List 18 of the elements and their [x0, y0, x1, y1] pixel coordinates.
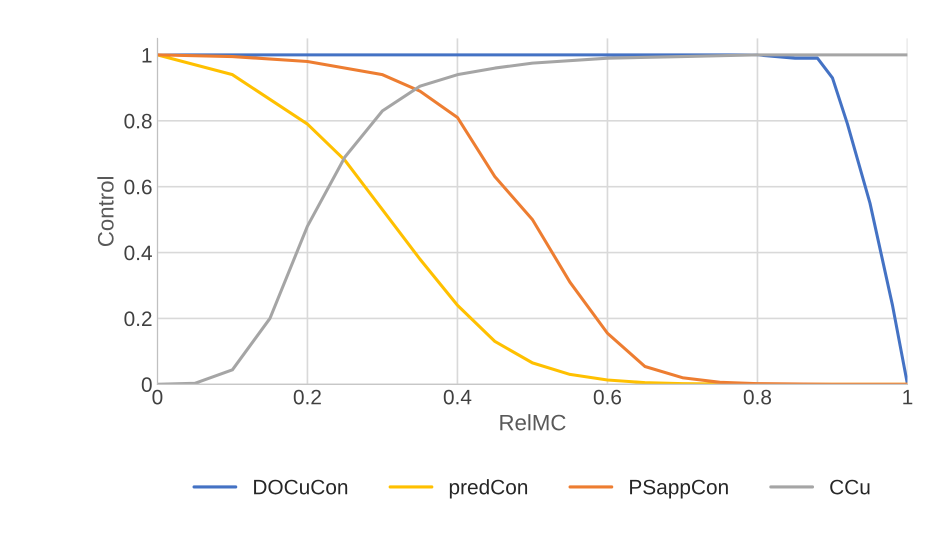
y-axis-title: Control: [97, 177, 114, 246]
legend-label: predCon: [450, 479, 528, 499]
y-tick-label: 0: [142, 377, 152, 392]
y-tick-label: 0.8: [124, 114, 152, 129]
x-tick-label: 0.2: [294, 390, 321, 404]
y-tick-label: 1: [142, 48, 152, 62]
y-tick-label: 0.4: [124, 246, 152, 260]
x-axis-title: RelMC: [500, 414, 566, 430]
x-tick-label: 1: [903, 390, 912, 404]
legend-label: DOCuCon: [254, 480, 348, 494]
legend-label: PSappCon: [630, 480, 728, 499]
x-tick-label: 0: [152, 390, 162, 404]
y-tick-label: 0.6: [124, 180, 152, 194]
x-tick-label: 0.6: [594, 390, 622, 404]
y-tick-label: 0.2: [124, 311, 152, 326]
legend-label: CCu: [830, 480, 870, 494]
x-tick-label: 0.8: [744, 390, 772, 404]
x-tick-label: 0.4: [444, 390, 472, 404]
